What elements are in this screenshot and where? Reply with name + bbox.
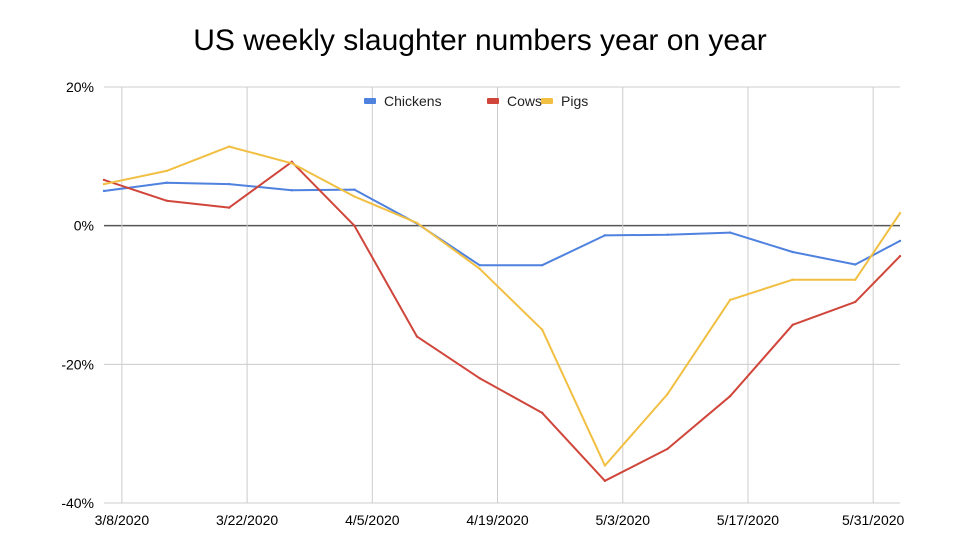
x-tick-label: 3/22/2020	[216, 512, 278, 528]
data-point-chickens	[165, 181, 168, 184]
data-point-pigs	[898, 211, 902, 215]
y-tick-label: -40%	[61, 495, 94, 511]
data-point-pigs	[666, 392, 669, 396]
data-point-pigs	[415, 221, 419, 225]
data-point-chickens	[541, 263, 544, 267]
data-point-chickens	[228, 182, 231, 186]
data-point-pigs	[228, 145, 231, 148]
x-tick-label: 5/3/2020	[595, 512, 650, 528]
data-point-cows	[165, 199, 168, 202]
data-point-pigs	[541, 328, 544, 331]
data-point-cows	[353, 224, 356, 227]
x-tick-label: 5/17/2020	[717, 512, 779, 528]
data-point-cows	[854, 300, 857, 304]
data-point-chickens	[666, 233, 669, 236]
x-tick-label: 4/19/2020	[466, 512, 528, 528]
data-point-cows	[541, 411, 544, 415]
data-point-cows	[228, 206, 231, 209]
x-tick-label: 5/31/2020	[842, 512, 904, 528]
y-tick-label: -20%	[61, 356, 94, 372]
legend-swatch-cows	[487, 98, 499, 104]
chart-title: US weekly slaughter numbers year on year	[193, 24, 767, 57]
legend-label-pigs: Pigs	[561, 93, 588, 109]
data-point-cows	[728, 395, 732, 398]
data-point-pigs	[478, 267, 481, 270]
x-tick-label: 3/8/2020	[95, 512, 150, 528]
data-point-chickens	[854, 263, 857, 266]
data-point-cows	[603, 479, 607, 483]
data-point-cows	[791, 323, 794, 327]
series-line-chickens	[103, 181, 901, 267]
legend-label-chickens: Chickens	[384, 93, 442, 109]
y-tick-label: 0%	[74, 218, 94, 234]
x-tick-label: 4/5/2020	[345, 512, 400, 528]
data-point-cows	[478, 377, 481, 380]
data-point-chickens	[478, 263, 481, 267]
legend-swatch-pigs	[541, 98, 553, 104]
data-point-cows	[898, 254, 902, 258]
data-point-pigs	[854, 278, 857, 281]
data-point-chickens	[290, 189, 294, 192]
data-point-pigs	[102, 182, 106, 186]
legend-label-cows: Cows	[507, 93, 542, 109]
data-point-cows	[666, 447, 669, 451]
series-line-cows	[103, 160, 901, 482]
data-point-cows	[415, 335, 419, 338]
legend-swatch-chickens	[364, 98, 376, 104]
data-point-chickens	[353, 188, 356, 191]
data-point-pigs	[353, 195, 356, 198]
data-point-chickens	[603, 234, 607, 237]
data-point-chickens	[791, 250, 794, 254]
data-point-chickens	[102, 189, 106, 193]
data-point-chickens	[728, 231, 732, 234]
series-line-pigs	[103, 145, 901, 467]
data-point-pigs	[603, 464, 607, 467]
data-point-pigs	[791, 278, 794, 281]
y-tick-label: 20%	[66, 79, 94, 95]
data-point-pigs	[290, 162, 294, 165]
data-point-pigs	[728, 298, 732, 302]
data-point-pigs	[165, 169, 168, 173]
data-point-cows	[102, 178, 106, 182]
data-point-chickens	[898, 239, 902, 243]
